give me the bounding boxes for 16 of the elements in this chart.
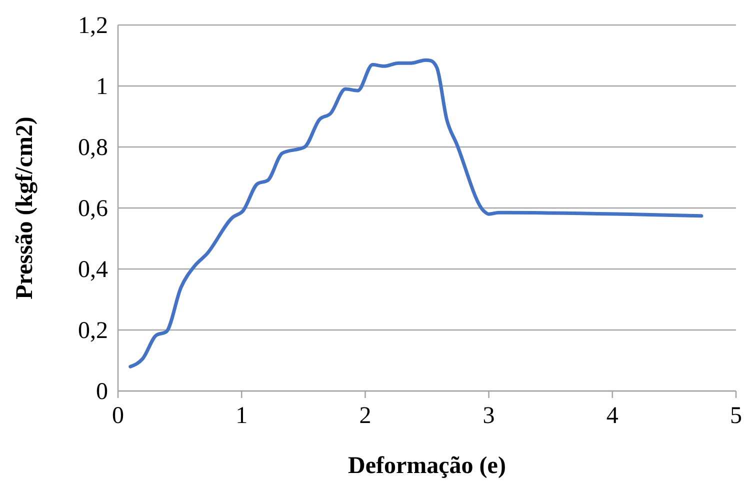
line-series xyxy=(128,58,704,368)
x-tick-label: 5 xyxy=(730,403,742,429)
y-tick-label: 0,6 xyxy=(78,196,108,222)
y-tick-label: 0 xyxy=(96,379,108,405)
y-tick-label: 0,8 xyxy=(78,135,108,161)
x-tick-label: 4 xyxy=(606,403,618,429)
x-tick-label: 0 xyxy=(112,403,124,429)
y-tick-label: 0,4 xyxy=(78,257,108,283)
y-tick-label: 1,2 xyxy=(78,13,108,39)
y-tick-label: 1 xyxy=(96,74,108,100)
y-tick-label: 0,2 xyxy=(78,318,108,344)
y-axis-title: Pressão (kgf/cm2) xyxy=(12,116,38,300)
x-tick-label: 3 xyxy=(482,403,495,429)
x-tick-label: 2 xyxy=(359,403,372,429)
x-tick-label: 1 xyxy=(236,403,248,429)
x-axis-title: Deformação (e) xyxy=(348,453,506,479)
